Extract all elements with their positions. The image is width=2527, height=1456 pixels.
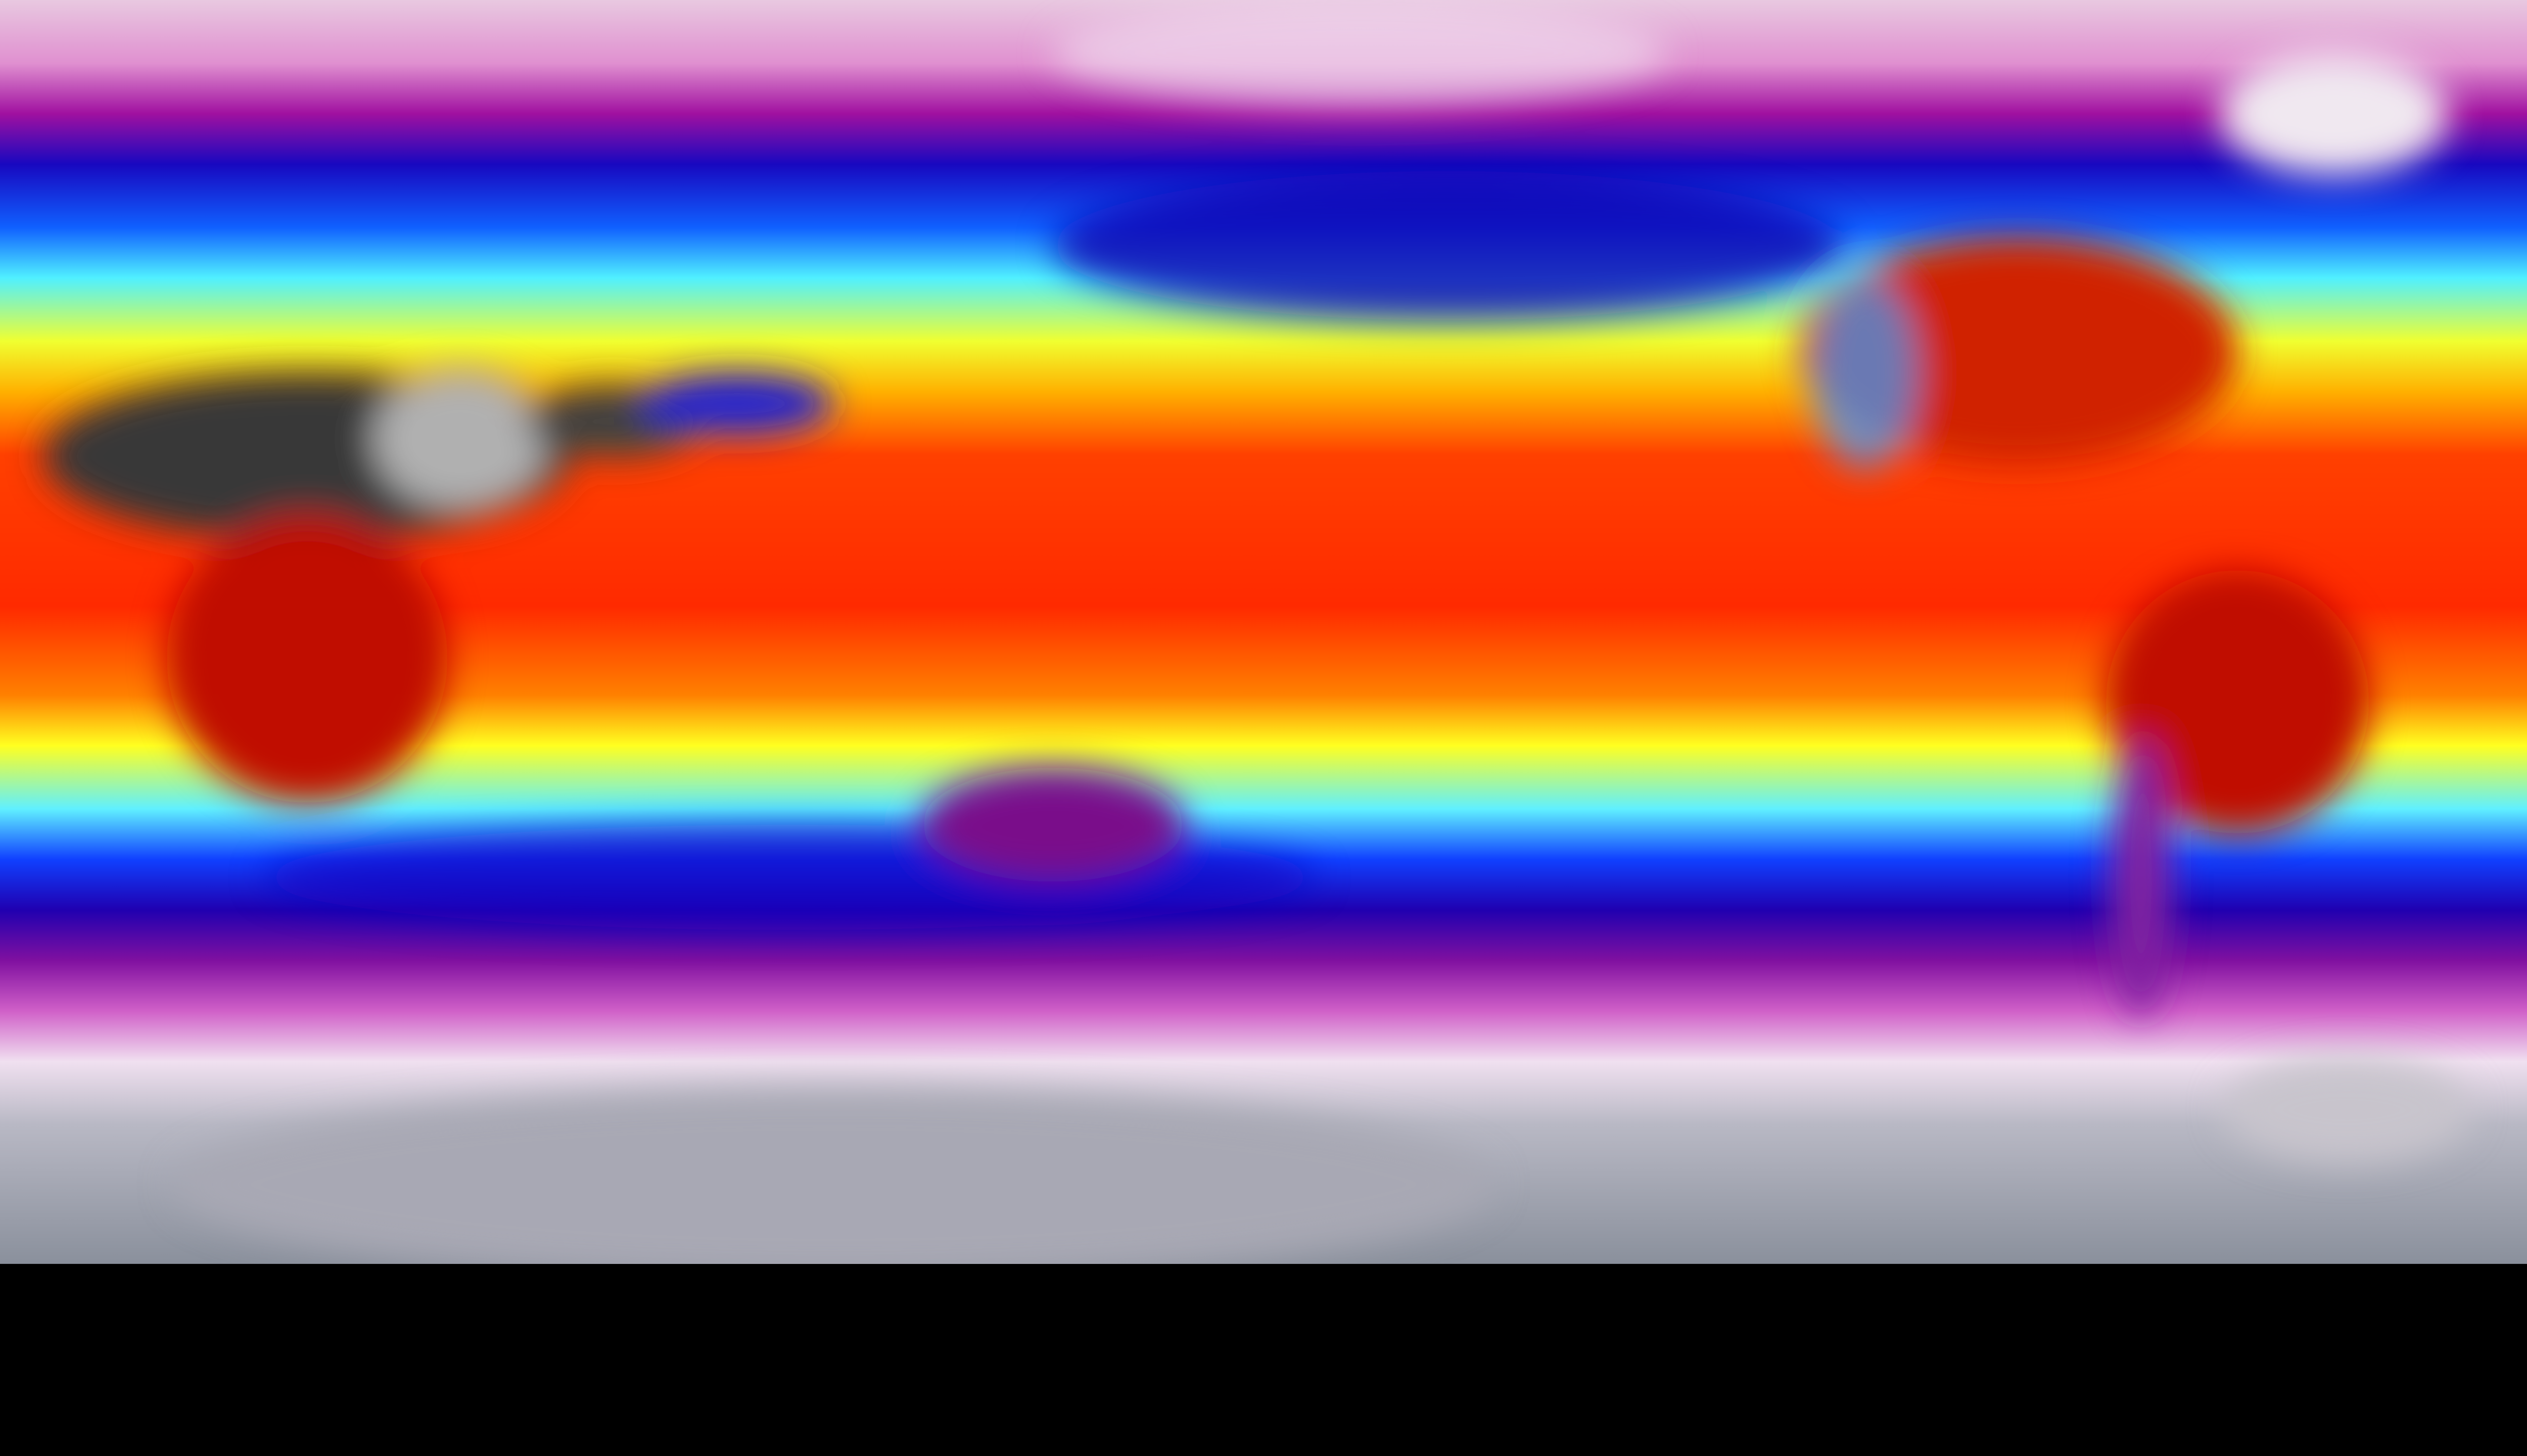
arabia (372, 368, 549, 509)
south-america (2105, 570, 2369, 834)
global-field-map (0, 0, 2527, 1264)
rockies (1812, 276, 1917, 469)
africa (166, 513, 448, 803)
tibet (640, 372, 834, 435)
greenland (2220, 53, 2448, 176)
north-pacific-blue (1053, 171, 1843, 320)
arctic-ice (1053, 0, 1667, 106)
australia (921, 768, 1185, 882)
antarctica-east (175, 1088, 1491, 1264)
antarctica-west (2224, 1057, 2470, 1163)
andes (2110, 737, 2172, 1018)
